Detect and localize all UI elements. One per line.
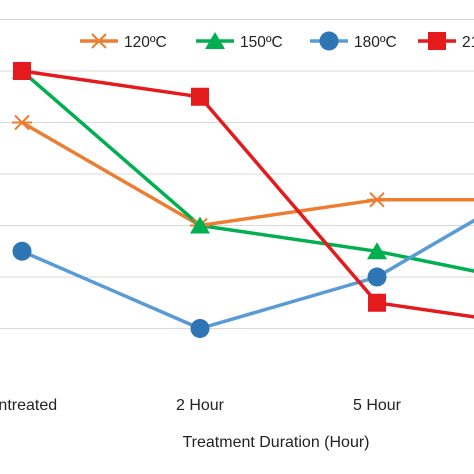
legend: 120ºC 150ºC 180ºC 210ºC [0,26,474,54]
data-point [89,33,109,49]
x-tick-label: Untreated [0,397,57,414]
data-point [12,241,32,261]
data-point [190,319,210,338]
data-point [191,87,209,106]
legend-label: 210ºC [462,34,474,51]
x-tick-label: 2 Hour [176,397,225,414]
series-lines [20,69,474,331]
series-line [20,69,474,273]
x-axis-title: Treatment Duration (Hour) [182,434,369,451]
data-point [367,192,387,208]
series-markers [12,62,387,338]
gridlines [0,19,474,329]
data-point [368,293,386,312]
legend-label: 150ºC [240,34,283,51]
series-line [21,69,474,319]
data-point [367,242,387,260]
x-tick-label: 5 Hour [353,397,402,414]
legend-label: 180ºC [354,34,397,51]
legend-background [0,26,474,54]
series-line [21,120,474,228]
data-point [428,32,446,50]
data-point [190,216,210,234]
data-point [205,32,225,49]
data-point [367,267,387,287]
data-point [13,62,31,80]
data-point [319,31,339,51]
legend-label: 120ºC [124,34,167,51]
data-point [12,114,32,131]
series-line [21,218,474,331]
